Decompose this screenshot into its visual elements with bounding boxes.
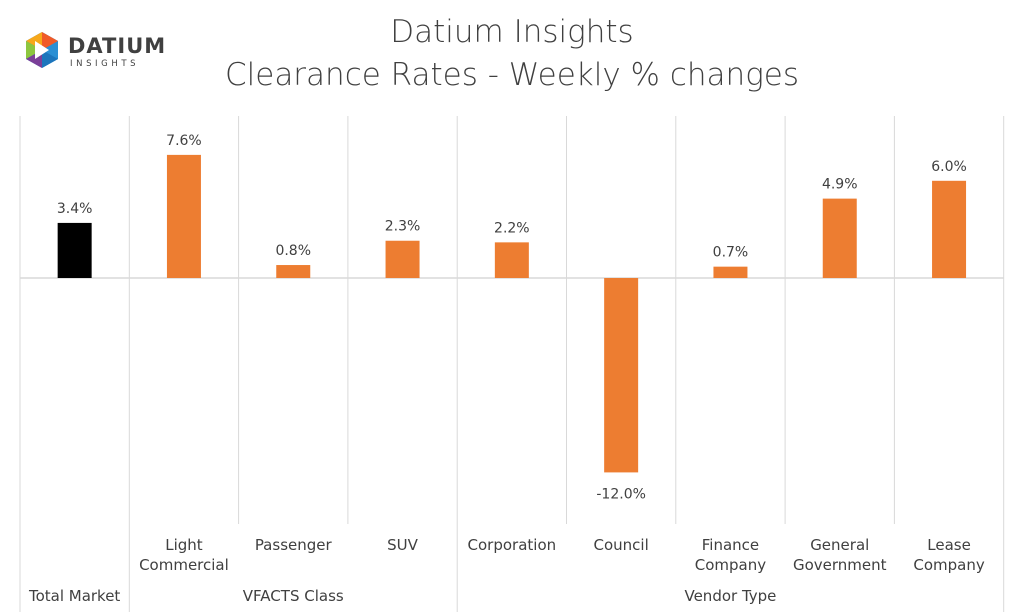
category-label: General <box>810 536 869 554</box>
category-label: Light <box>165 536 203 554</box>
group-label: VFACTS Class <box>243 587 344 605</box>
bar <box>166 154 201 278</box>
category-label: Commercial <box>139 556 229 574</box>
bar <box>932 180 967 278</box>
category-label: Government <box>793 556 887 574</box>
bar <box>822 198 857 278</box>
bar <box>494 242 529 278</box>
bar <box>713 266 748 278</box>
datium-logo: DATIUM INSIGHTS <box>22 28 172 80</box>
data-label: 2.3% <box>385 219 421 235</box>
bar <box>604 278 639 473</box>
chart-subtitle: Clearance Rates - Weekly % changes <box>224 57 800 93</box>
data-label: 0.7% <box>713 245 749 261</box>
data-label: 0.8% <box>275 243 311 259</box>
category-label: SUV <box>387 536 419 554</box>
chart-title: Datium Insights <box>390 14 634 50</box>
data-label: 7.6% <box>166 133 202 149</box>
group-label: Vendor Type <box>684 587 776 605</box>
data-label: 4.9% <box>822 177 858 193</box>
category-label: Total Market <box>28 587 120 605</box>
category-label: Council <box>594 536 649 554</box>
category-label: Company <box>913 556 984 574</box>
data-label: 2.2% <box>494 220 530 236</box>
bar <box>276 265 311 278</box>
category-label: Company <box>695 556 766 574</box>
logo-tagline: INSIGHTS <box>70 59 139 69</box>
data-label: 3.4% <box>57 201 93 217</box>
category-label: Corporation <box>468 536 557 554</box>
data-label: 6.0% <box>931 159 967 175</box>
category-label: Lease <box>927 536 971 554</box>
logo-wordmark: DATIUM <box>68 34 166 58</box>
category-label: Finance <box>702 536 759 554</box>
category-label: Passenger <box>255 536 333 554</box>
bar <box>385 240 420 278</box>
logo-mark-icon <box>26 32 58 68</box>
data-label: -12.0% <box>596 486 646 502</box>
bar <box>57 222 92 278</box>
